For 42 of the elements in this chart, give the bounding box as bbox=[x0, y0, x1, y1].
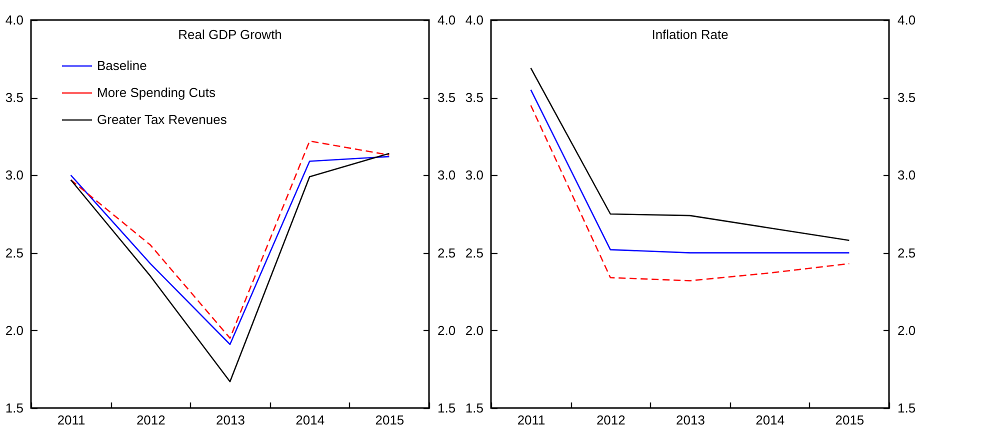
y2-tick-label: 3.5 bbox=[438, 90, 456, 106]
y2-tick-label: 4.0 bbox=[898, 12, 916, 28]
x-tick-label: 2014 bbox=[756, 412, 785, 428]
line-series bbox=[530, 67, 850, 242]
y-tick-label: 2.0 bbox=[5, 322, 24, 338]
x-tick-label: 2013 bbox=[676, 412, 705, 428]
y2-tick-label: 2.0 bbox=[438, 322, 456, 338]
legend-label: Greater Tax Revenues bbox=[97, 112, 228, 127]
y2-tick-label: 2.0 bbox=[898, 322, 916, 338]
line-series bbox=[530, 104, 850, 282]
line-series bbox=[70, 152, 390, 382]
y2-tick-label: 1.5 bbox=[438, 400, 456, 416]
y2-tick-label: 3.5 bbox=[898, 90, 916, 106]
y-tick-label: 4.0 bbox=[5, 12, 24, 28]
x-tick-label: 2012 bbox=[136, 412, 166, 428]
x-tick-label: 2015 bbox=[835, 412, 864, 428]
text: Inflation Rate bbox=[652, 27, 728, 42]
y-tick-label: 3.0 bbox=[465, 168, 484, 183]
text: Real GDP Growth bbox=[178, 27, 282, 42]
y-tick-label: 1.5 bbox=[5, 400, 24, 416]
y-tick-label: 2.5 bbox=[465, 245, 484, 260]
y-tick-label: 2.5 bbox=[5, 245, 24, 260]
y2-tick-label: 2.5 bbox=[438, 245, 456, 260]
y-tick-label: 4.0 bbox=[465, 12, 484, 28]
legend-label: Baseline bbox=[97, 58, 147, 73]
y2-tick-label: 1.5 bbox=[898, 400, 916, 416]
y-tick-label: 3.0 bbox=[5, 168, 24, 183]
y2-tick-label: 2.5 bbox=[898, 245, 916, 260]
x-tick-label: 2015 bbox=[375, 412, 404, 428]
legend-label: More Spending Cuts bbox=[97, 85, 216, 100]
y-tick-label: 2.0 bbox=[465, 322, 484, 338]
y-tick-label: 3.5 bbox=[465, 90, 484, 106]
y2-tick-label: 3.0 bbox=[898, 168, 916, 183]
y-tick-label: 3.5 bbox=[5, 90, 24, 106]
y2-tick-label: 4.0 bbox=[438, 12, 456, 28]
y2-tick-label: 3.0 bbox=[438, 168, 456, 183]
x-tick-label: 2013 bbox=[216, 412, 245, 428]
x-tick-label: 2011 bbox=[517, 412, 546, 428]
x-tick-label: 2014 bbox=[296, 412, 325, 428]
x-tick-label: 2011 bbox=[57, 412, 86, 428]
x-tick-label: 2012 bbox=[596, 412, 626, 428]
y-tick-label: 1.5 bbox=[465, 400, 484, 416]
